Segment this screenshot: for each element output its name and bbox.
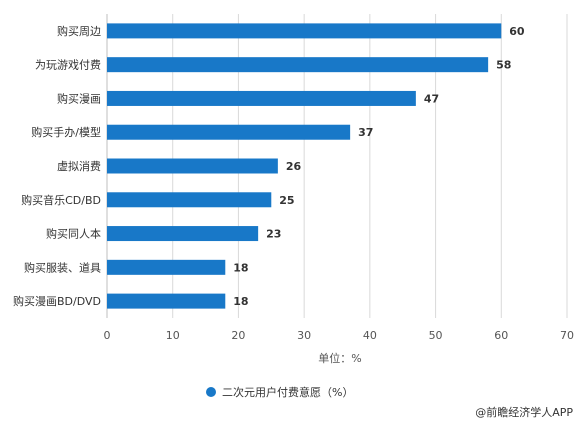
category-label: 为玩游戏付费 xyxy=(35,59,101,72)
bar xyxy=(107,57,489,73)
value-label: 37 xyxy=(358,126,373,139)
x-tick-label: 0 xyxy=(104,329,111,342)
legend: 二次元用户付费意愿（%） xyxy=(206,385,353,399)
x-tick-label: 20 xyxy=(231,329,245,342)
legend-marker xyxy=(206,387,216,397)
value-label: 18 xyxy=(233,295,248,308)
category-label: 虚拟消费 xyxy=(57,159,101,173)
category-label: 购买音乐CD/BD xyxy=(21,193,101,207)
x-axis-label: 单位：% xyxy=(318,351,361,365)
x-tick-label: 30 xyxy=(297,329,311,342)
bar xyxy=(107,158,278,174)
bar xyxy=(107,124,351,140)
x-tick-label: 60 xyxy=(494,329,508,342)
bar xyxy=(107,90,416,106)
category-label: 购买漫画 xyxy=(57,91,101,105)
bar xyxy=(107,226,259,242)
x-tick-labels: 0 10 20 30 40 50 60 70 xyxy=(104,329,575,342)
bar xyxy=(107,192,272,208)
bar xyxy=(107,23,502,39)
x-tick-label: 40 xyxy=(363,329,377,342)
legend-label: 二次元用户付费意愿（%） xyxy=(222,385,353,399)
x-tick-label: 50 xyxy=(429,329,443,342)
source-credit: @前瞻经济学人APP xyxy=(475,406,573,419)
bars xyxy=(107,23,502,309)
x-tick-label: 70 xyxy=(560,329,574,342)
value-label: 47 xyxy=(424,92,439,105)
bar xyxy=(107,259,226,275)
value-label: 18 xyxy=(233,261,248,274)
x-tick-label: 10 xyxy=(166,329,180,342)
category-label: 购买同人本 xyxy=(46,227,101,241)
category-label: 购买漫画BD/DVD xyxy=(13,294,101,308)
category-label: 购买服装、道具 xyxy=(24,260,101,274)
category-label: 购买周边 xyxy=(57,24,101,38)
value-label: 25 xyxy=(279,194,294,207)
value-label: 26 xyxy=(286,160,302,173)
value-labels: 60 58 47 37 26 25 23 18 18 xyxy=(233,25,525,308)
value-label: 58 xyxy=(496,59,511,72)
category-label: 购买手办/模型 xyxy=(31,125,101,139)
value-label: 23 xyxy=(266,228,281,241)
bar xyxy=(107,293,226,309)
value-label: 60 xyxy=(509,25,525,38)
